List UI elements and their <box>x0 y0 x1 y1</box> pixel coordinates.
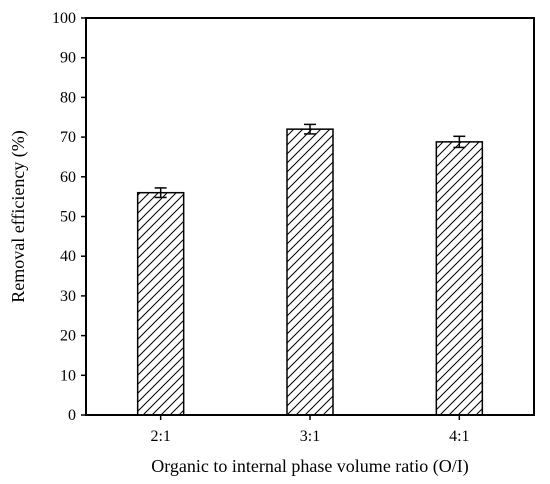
y-tick-label: 10 <box>60 367 76 384</box>
y-axis-title: Removal efficiency (%) <box>8 130 29 303</box>
y-tick-label: 80 <box>60 89 76 106</box>
y-tick-label: 90 <box>60 50 76 67</box>
y-tick-label: 20 <box>60 328 76 345</box>
y-tick-label: 60 <box>60 169 76 186</box>
bars <box>136 123 484 416</box>
y-tick-label: 70 <box>60 129 76 146</box>
y-tick-label: 50 <box>60 209 76 226</box>
y-axis: 0 10 20 30 40 50 60 70 80 90 100 <box>52 10 86 424</box>
y-tick-label: 100 <box>52 10 76 27</box>
bar-2-to-1 <box>136 191 185 416</box>
y-tick-label: 40 <box>60 248 76 265</box>
y-tick-label: 30 <box>60 288 76 305</box>
x-axis: 2:1 3:1 4:1 <box>150 415 470 445</box>
bar-4-to-1 <box>435 141 484 416</box>
x-tick-label: 3:1 <box>300 428 320 445</box>
x-tick-label: 4:1 <box>449 428 469 445</box>
bar-3-to-1 <box>286 128 334 416</box>
x-axis-title: Organic to internal phase volume ratio (… <box>151 456 469 477</box>
x-tick-label: 2:1 <box>150 428 170 445</box>
y-tick-label: 0 <box>68 407 76 424</box>
